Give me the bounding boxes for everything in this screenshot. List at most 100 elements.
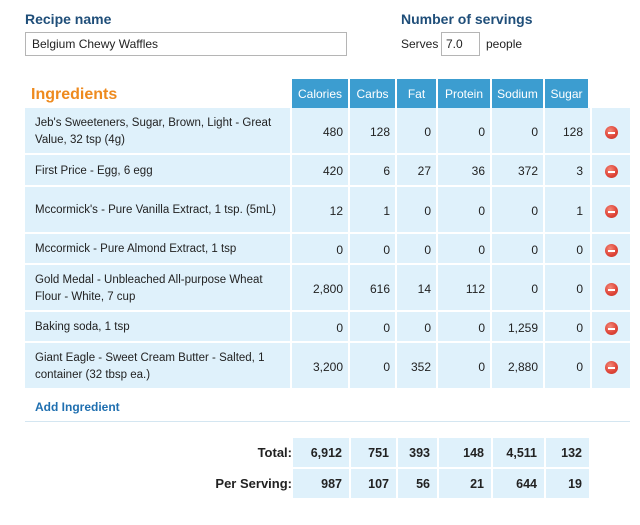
cell-fat: 0 [424,203,431,218]
ingredient-row [25,108,630,155]
total-calories: 6,912 [293,438,349,467]
divider [25,421,630,422]
cell-carbs: 128 [369,124,390,139]
cell-protein: 0 [478,124,485,139]
column-header-sodium: Sodium [492,79,545,108]
cell-fat: 0 [424,242,431,257]
cell-divider [395,234,397,265]
ingredient-name: Gold Medal - Unbleached All-purpose Whea… [35,273,263,303]
cell-divider [543,265,545,312]
cell-fat: 27 [417,164,431,178]
ingredient-row [25,155,630,187]
cell-divider [543,343,545,390]
add-ingredient-link[interactable]: Add Ingredient [35,400,120,414]
cell-divider [590,343,592,390]
ingredient-row [25,187,630,234]
cell-divider [590,234,592,265]
cell-protein: 112 [465,281,485,296]
ingredient-name: Giant Eagle - Sweet Cream Butter - Salte… [35,351,265,381]
cell-protein: 0 [478,242,485,257]
cell-divider [590,155,592,187]
delete-ingredient-icon[interactable] [605,165,618,178]
cell-calories: 0 [336,242,343,257]
per-serving-calories: 987 [293,469,349,498]
cell-calories: 12 [329,203,343,218]
ingredient-row [25,343,630,390]
ingredient-row [25,265,630,312]
delete-ingredient-icon[interactable] [605,126,618,139]
cell-divider [590,108,592,155]
cell-divider [348,155,350,187]
recipe-name-input[interactable] [25,32,347,56]
cell-divider [543,234,545,265]
cell-divider [348,312,350,343]
people-text: people [486,37,523,51]
cell-carbs: 616 [369,281,390,296]
per-serving-fat: 56 [398,469,437,498]
cell-fat: 0 [424,320,431,335]
ingredient-name: Mccormick's - Pure Vanilla Extract, 1 ts… [35,204,276,216]
cell-divider [395,108,397,155]
cell-sugar: 0 [576,281,583,296]
ingredients-title: Ingredients [31,86,118,103]
delete-ingredient-icon[interactable] [605,244,618,257]
cell-divider [490,155,492,187]
cell-fat: 352 [410,359,431,374]
cell-divider [290,265,292,312]
cell-calories: 0 [336,320,343,335]
cell-divider [436,155,438,187]
cell-divider [290,234,292,265]
cell-sodium: 0 [531,203,538,218]
cell-divider [348,343,350,390]
column-header-protein: Protein [438,79,492,108]
cell-divider [290,155,292,187]
per-serving-label: Per Serving: [215,476,292,491]
cell-calories: 3,200 [312,359,343,374]
cell-divider [543,187,545,234]
delete-ingredient-icon[interactable] [605,361,618,374]
ingredient-row [25,234,630,265]
delete-ingredient-icon[interactable] [605,283,618,296]
cell-protein: 36 [471,164,485,178]
cell-calories: 480 [322,124,343,139]
cell-sugar: 0 [576,242,583,257]
per-serving-carbs: 107 [351,469,396,498]
column-header-calories: Calories [292,79,350,108]
total-sodium: 4,511 [493,438,544,467]
cell-carbs: 0 [383,359,390,374]
total-protein: 148 [439,438,491,467]
cell-protein: 0 [478,203,485,218]
column-header-sugar: Sugar [545,79,590,108]
cell-divider [490,343,492,390]
cell-carbs: 6 [383,164,390,178]
cell-sugar: 1 [576,203,583,218]
cell-sugar: 0 [576,359,583,374]
cell-divider [395,187,397,234]
per-serving-protein: 21 [439,469,491,498]
delete-ingredient-icon[interactable] [605,322,618,335]
cell-divider [543,155,545,187]
cell-divider [436,234,438,265]
cell-divider [348,265,350,312]
total-carbs: 751 [351,438,396,467]
delete-ingredient-icon[interactable] [605,205,618,218]
cell-divider [436,312,438,343]
recipe-name-label: Recipe name [25,11,112,27]
cell-divider [290,343,292,390]
cell-divider [436,187,438,234]
servings-input[interactable] [441,32,480,56]
cell-divider [490,265,492,312]
cell-divider [490,312,492,343]
cell-sugar: 0 [576,320,583,335]
cell-divider [348,234,350,265]
cell-sodium: 372 [517,164,538,178]
ingredient-name: Jeb's Sweeteners, Sugar, Brown, Light - … [35,116,272,146]
cell-carbs: 1 [383,203,390,218]
cell-sodium: 0 [531,281,538,296]
cell-sugar: 3 [576,164,583,178]
column-header-carbs: Carbs [350,79,397,108]
total-label: Total: [257,445,292,460]
cell-divider [590,312,592,343]
cell-divider [348,108,350,155]
cell-carbs: 0 [383,242,390,257]
